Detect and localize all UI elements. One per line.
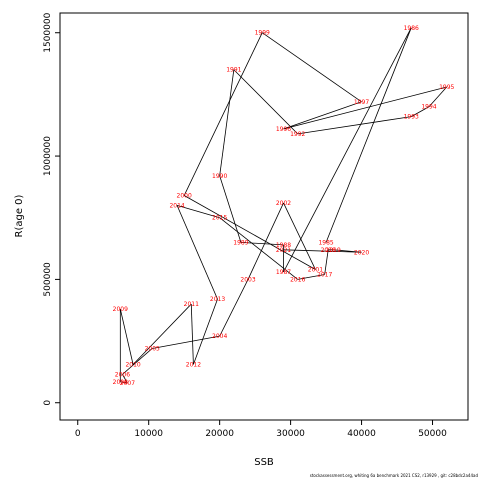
year-label-2005: 2005 [145,345,160,352]
trajectory-segment [132,303,192,365]
year-label-2018: 2018 [321,247,336,254]
trajectory-segment [176,205,220,219]
year-label-1997: 1997 [354,99,369,106]
year-label-2007: 2007 [120,380,135,387]
trajectory-segment [183,32,263,196]
year-label-1987: 1987 [276,269,291,276]
year-label-1999: 1999 [255,30,270,37]
axes: 0 10000 20000 30000 40000 5000005000001000000… [43,12,447,439]
trajectory-segment [176,205,218,300]
year-label-1990: 1990 [212,173,227,180]
year-label-2001: 2001 [308,267,323,274]
x-tick-label: 10000 [134,429,163,439]
year-label-2000: 2000 [177,193,192,200]
trajectory-segment [261,32,362,103]
trajectory-segment [122,374,128,384]
year-label-1993: 1993 [404,114,419,121]
trajectory-segment [219,217,298,280]
year-label-2017: 2017 [317,271,332,278]
year-label-1996: 1996 [276,126,291,133]
trajectory-segment [283,27,412,273]
y-tick-label: 1500000 [43,12,53,52]
trajectory-segment [120,381,128,384]
x-tick-label: 20000 [205,429,234,439]
y-tick-label: 1000000 [43,136,53,176]
footer-note: stockassessment.org, whiting 6a benchmar… [309,473,478,478]
x-tick-label: 30000 [276,429,305,439]
year-label-2009: 2009 [113,306,128,313]
year-label-2020: 2020 [354,249,369,256]
year-label-2019: 2019 [326,247,341,254]
trajectory-segment [297,116,412,135]
year-label-2015: 2015 [212,215,227,222]
trajectory-segment [240,242,284,246]
plot-frame [59,12,469,421]
y-axis-title: R(age 0) [14,194,25,237]
year-label-2011: 2011 [184,301,199,308]
trajectory-segment [193,298,218,365]
trajectory-segment [283,101,362,130]
trajectory-segment [411,106,430,117]
x-axis-title: SSB [254,457,274,468]
trajectory-segment [183,195,316,270]
y-tick-label: 500000 [43,262,53,297]
year-label-2002: 2002 [276,200,291,207]
trajectory-segment [122,348,153,375]
trajectory-segment [152,335,220,349]
trajectory-segment [233,69,298,135]
year-label-1985: 1985 [318,239,333,246]
trajectory-segment [283,86,447,130]
x-tick-label: 50000 [418,429,447,439]
trajectory-segment [283,202,316,270]
year-label-2010: 2010 [125,362,140,369]
year-label-1994: 1994 [421,104,436,111]
year-label-1986: 1986 [404,25,419,32]
trajectory-segment [119,308,134,365]
trajectory-segment [428,86,448,108]
trajectory-segment [247,202,284,280]
trajectory-segment [297,274,325,280]
trajectory-segment [283,249,362,253]
year-label-2012: 2012 [186,362,201,369]
year-label-1995: 1995 [439,84,454,91]
trajectory-lines [119,27,448,384]
x-tick-label: 40000 [347,429,376,439]
trajectory-segment [219,69,235,176]
year-label-1992: 1992 [290,131,305,138]
x-tick-label: 0 [75,429,81,439]
year-label-2016: 2016 [290,276,305,283]
trajectory-segment [324,249,329,275]
trajectory-segment [190,304,194,365]
year-label-1988: 1988 [276,242,291,249]
year-label-2021: 2021 [276,247,291,254]
trajectory-segment [219,279,249,337]
trajectory-segment [325,27,412,243]
year-label-1991: 1991 [226,67,241,74]
y-tick-label: 0 [43,400,53,406]
year-label-2013: 2013 [210,296,225,303]
year-label-2006: 2006 [115,371,130,378]
year-label-2003: 2003 [240,276,255,283]
year-label-2008: 2008 [113,379,128,386]
year-label-2004: 2004 [212,333,227,340]
year-label-1989: 1989 [233,239,248,246]
year-label-2014: 2014 [169,202,184,209]
